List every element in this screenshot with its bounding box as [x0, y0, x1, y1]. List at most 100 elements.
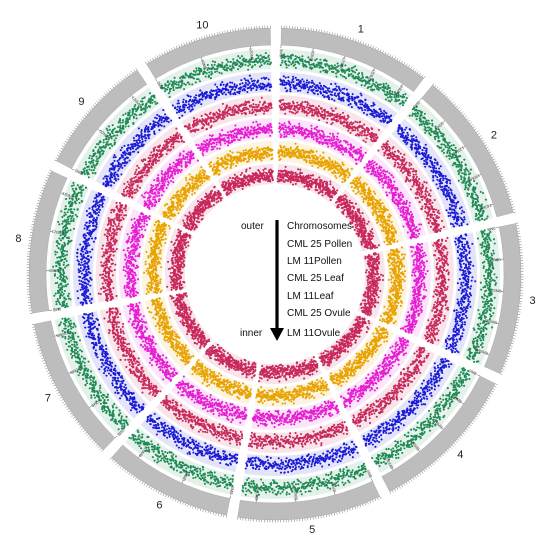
data-point — [427, 222, 430, 225]
data-point — [415, 136, 418, 139]
data-point — [288, 102, 291, 105]
data-point — [352, 66, 355, 69]
data-point — [401, 193, 404, 196]
data-point — [298, 125, 301, 128]
data-point — [316, 93, 319, 96]
data-point — [325, 63, 328, 66]
data-point — [399, 191, 402, 194]
data-point — [292, 171, 295, 174]
data-point — [465, 173, 468, 176]
data-point — [486, 251, 489, 254]
data-point — [461, 313, 464, 316]
data-point — [379, 83, 382, 86]
data-point — [336, 189, 339, 192]
data-point — [364, 99, 367, 102]
data-point — [481, 235, 484, 238]
data-point — [393, 228, 396, 231]
data-point — [307, 102, 310, 105]
data-point — [355, 162, 358, 165]
data-point — [433, 161, 436, 164]
data-point — [453, 216, 456, 219]
data-point — [464, 188, 467, 191]
data-point — [335, 192, 338, 195]
data-point — [373, 88, 376, 91]
data-point — [363, 106, 367, 109]
data-point — [410, 237, 413, 240]
data-point — [463, 158, 466, 161]
data-point — [398, 98, 401, 102]
data-point — [320, 62, 323, 65]
data-point — [360, 107, 363, 110]
data-point — [290, 81, 293, 84]
data-point — [335, 95, 338, 98]
data-point — [388, 220, 391, 223]
data-point — [454, 318, 457, 321]
data-point — [277, 169, 281, 172]
data-point — [330, 91, 334, 94]
data-point — [343, 180, 346, 183]
data-point — [321, 94, 325, 97]
data-point — [385, 181, 388, 184]
data-point — [488, 294, 491, 297]
data-point — [462, 252, 465, 255]
data-point — [434, 333, 437, 336]
data-point — [425, 337, 428, 340]
data-point — [302, 80, 305, 83]
data-point — [296, 173, 299, 176]
data-point — [305, 106, 309, 109]
data-point — [468, 300, 472, 303]
data-point — [480, 246, 483, 249]
data-point — [318, 142, 321, 145]
data-point — [439, 229, 442, 233]
data-point — [409, 171, 412, 174]
data-point — [289, 83, 292, 86]
data-point — [388, 117, 391, 120]
data-point — [398, 166, 402, 169]
data-point — [312, 114, 315, 117]
data-point — [434, 172, 438, 175]
data-point — [378, 208, 381, 211]
data-point — [385, 116, 388, 119]
data-point — [416, 230, 419, 233]
data-point — [438, 174, 441, 178]
data-point — [340, 151, 343, 154]
data-point — [432, 307, 435, 310]
data-point — [341, 111, 345, 114]
data-point — [393, 91, 397, 94]
data-point — [316, 135, 319, 138]
data-point — [283, 180, 286, 183]
data-point — [478, 219, 481, 222]
data-point — [386, 186, 389, 189]
data-point — [458, 304, 461, 307]
data-point — [486, 295, 489, 298]
data-point — [482, 286, 485, 289]
data-point — [347, 143, 350, 146]
data-point — [324, 193, 327, 196]
data-point — [434, 301, 437, 304]
data-point — [390, 174, 393, 177]
data-point — [434, 174, 437, 177]
data-point — [469, 305, 472, 308]
data-point — [433, 223, 436, 226]
data-point — [333, 136, 336, 139]
data-point — [458, 165, 461, 168]
data-point — [364, 235, 367, 238]
data-point — [291, 183, 295, 186]
data-point — [458, 278, 461, 281]
data-point — [304, 87, 307, 90]
data-point — [296, 101, 299, 104]
data-point — [347, 176, 350, 179]
data-point — [440, 277, 443, 280]
data-point — [451, 164, 454, 167]
data-point — [373, 115, 376, 118]
data-point — [441, 266, 445, 269]
data-point — [369, 167, 372, 170]
data-point — [493, 296, 496, 299]
data-point — [321, 194, 324, 197]
data-point — [286, 132, 289, 135]
data-point — [317, 115, 320, 118]
data-point — [426, 190, 429, 194]
data-point — [386, 121, 389, 124]
data-point — [299, 168, 302, 171]
data-point — [435, 327, 439, 330]
